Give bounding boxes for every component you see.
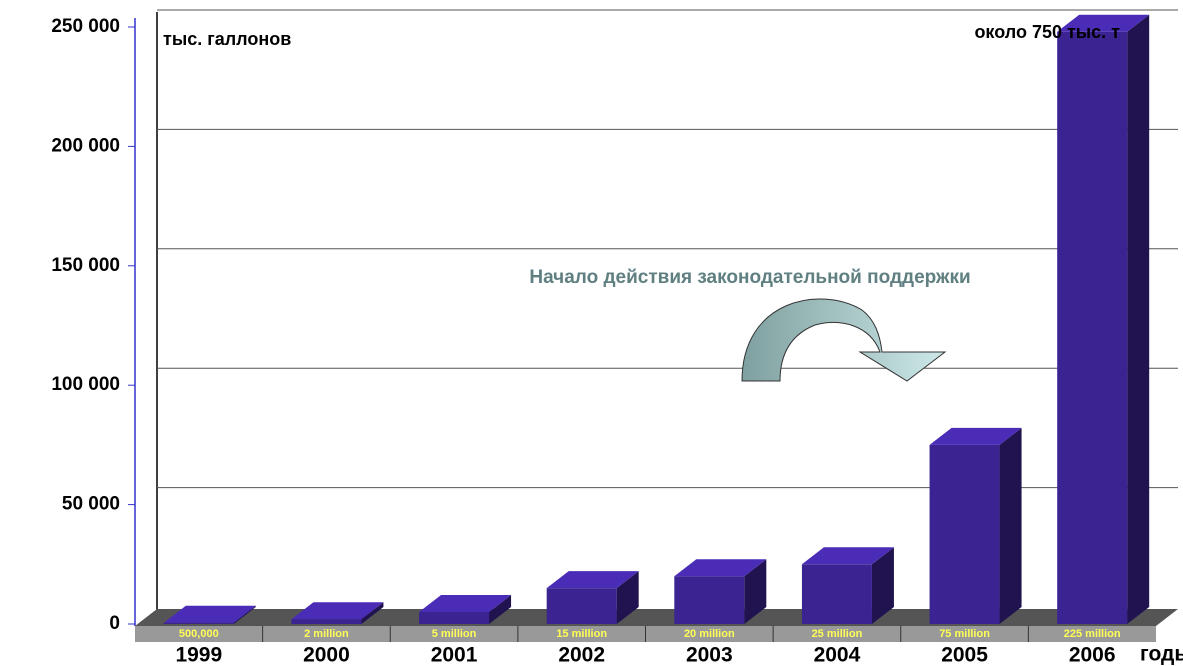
bar-top [546,571,639,589]
base-label: 25 million [812,628,863,640]
x-tick-label: 2001 [431,644,478,666]
bar [674,576,745,624]
bar-top [929,427,1022,445]
unit-label: тыс. галлонов [163,29,291,49]
y-tick-label: 100 000 [51,374,120,395]
bar [801,564,872,624]
bar-side [616,571,639,624]
bar [163,622,234,624]
top-note: около 750 тыс. т [974,22,1120,42]
bars [163,14,1150,624]
annotation: Начало действия законодательной поддержк… [529,267,970,288]
x-tick-label: 2006 [1069,644,1116,666]
bar [419,612,490,624]
bar [1057,31,1128,624]
arrow [741,298,947,382]
x-tick-label: 2004 [814,644,861,666]
y-tick-label: 0 [109,613,120,634]
bar-side [999,427,1022,624]
bar-side [744,559,767,624]
bar-side [1127,14,1150,624]
x-axis-label: годы [1140,643,1183,666]
y-tick-label: 250 000 [51,16,120,37]
x-tick-label: 1999 [175,644,222,666]
y-tick-label: 200 000 [51,135,120,156]
base-label: 500,000 [179,628,219,640]
bar-side [361,602,384,624]
bar [291,619,362,624]
x-tick-label: 2005 [941,644,988,666]
y-tick-label: 50 000 [62,494,120,515]
base-label: 20 million [684,628,735,640]
bar-top [163,605,256,623]
x-tick-label: 2000 [303,644,350,666]
floor-top [135,609,1178,626]
y-tick-label: 150 000 [51,255,120,276]
base-label: 5 million [432,628,477,640]
bar-side [233,605,256,624]
grid [128,9,1178,625]
base-label: 75 million [939,628,990,640]
bar-top [1057,14,1150,32]
x-tick-label: 2002 [558,644,605,666]
bar [546,588,617,624]
bar-top [291,602,384,620]
base-label: 15 million [556,628,607,640]
bar-top [419,595,512,613]
bar [929,444,1000,624]
base-label: 2 million [304,628,349,640]
bar-top [674,559,767,577]
bar-side [489,595,512,624]
bar-top [801,547,894,565]
x-tick-label: 2003 [686,644,733,666]
bar-side [871,547,894,624]
base-label: 225 million [1064,628,1121,640]
